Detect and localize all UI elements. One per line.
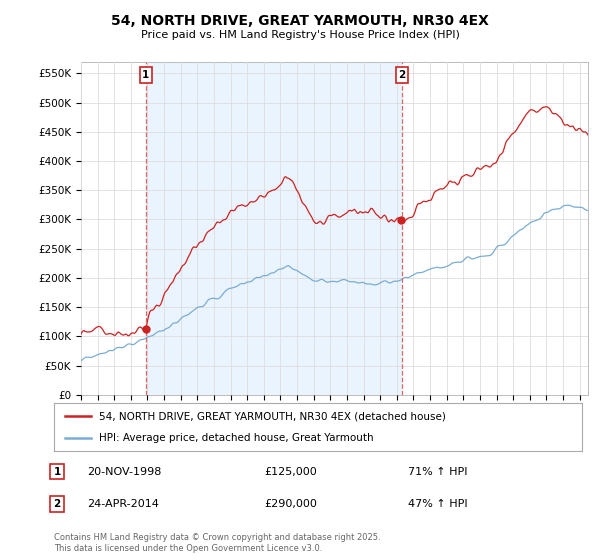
Text: Price paid vs. HM Land Registry's House Price Index (HPI): Price paid vs. HM Land Registry's House … [140, 30, 460, 40]
Text: 20-NOV-1998: 20-NOV-1998 [87, 466, 161, 477]
Text: 54, NORTH DRIVE, GREAT YARMOUTH, NR30 4EX (detached house): 54, NORTH DRIVE, GREAT YARMOUTH, NR30 4E… [99, 411, 446, 421]
Text: 47% ↑ HPI: 47% ↑ HPI [408, 499, 467, 509]
Text: 2: 2 [398, 70, 406, 80]
Text: 24-APR-2014: 24-APR-2014 [87, 499, 159, 509]
Text: 2: 2 [53, 499, 61, 509]
Text: 1: 1 [53, 466, 61, 477]
Bar [146, 62, 402, 395]
Text: HPI: Average price, detached house, Great Yarmouth: HPI: Average price, detached house, Grea… [99, 433, 374, 443]
Text: 54, NORTH DRIVE, GREAT YARMOUTH, NR30 4EX: 54, NORTH DRIVE, GREAT YARMOUTH, NR30 4E… [111, 14, 489, 28]
Text: 1: 1 [142, 70, 149, 80]
Text: £125,000: £125,000 [264, 466, 317, 477]
Text: Contains HM Land Registry data © Crown copyright and database right 2025.
This d: Contains HM Land Registry data © Crown c… [54, 533, 380, 553]
Text: 71% ↑ HPI: 71% ↑ HPI [408, 466, 467, 477]
Text: £290,000: £290,000 [264, 499, 317, 509]
